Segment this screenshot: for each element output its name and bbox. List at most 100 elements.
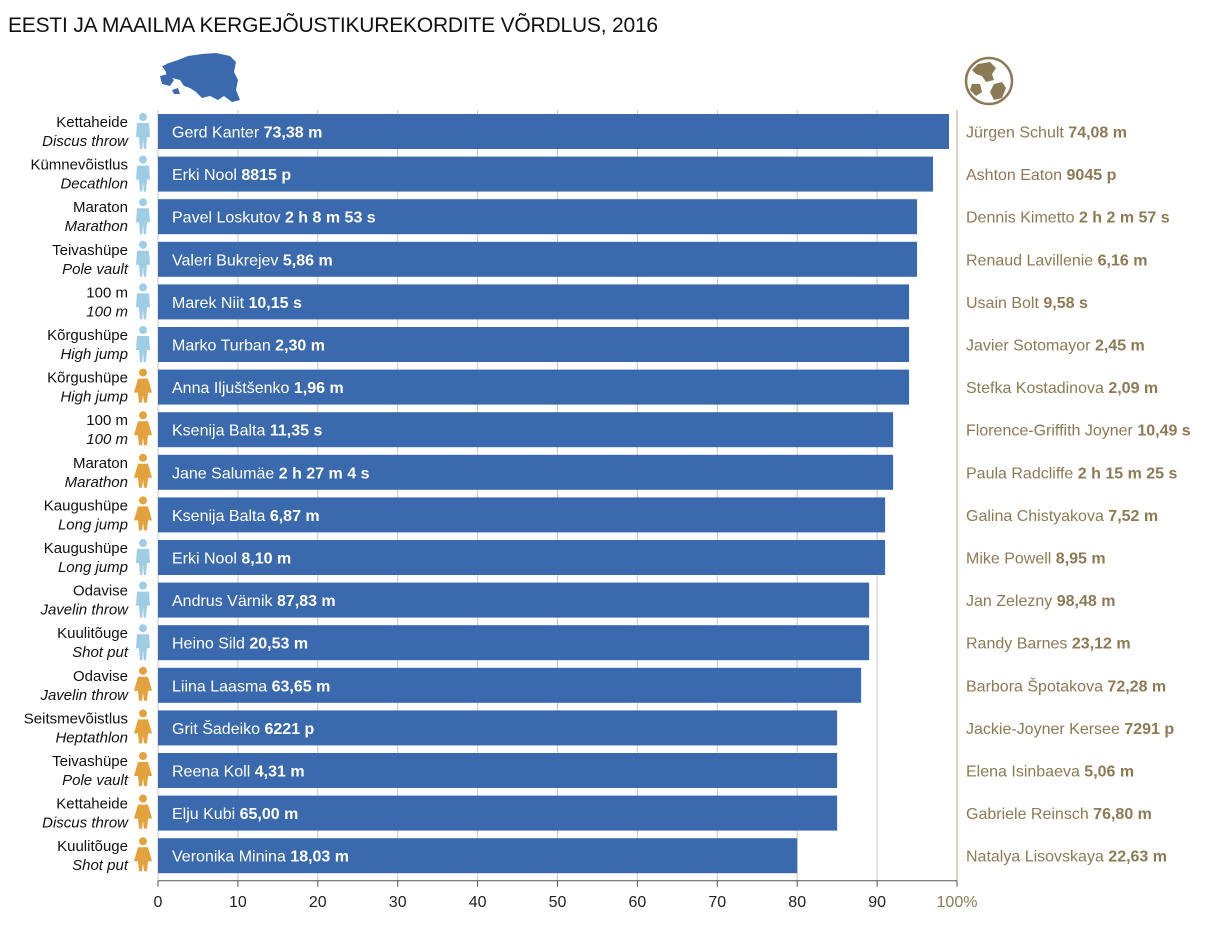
world-record-label: Dennis Kimetto 2 h 2 m 57 s [966,210,1170,227]
man-icon [136,624,150,661]
estonian-athlete-name: Gerd Kanter [172,125,260,142]
chart-title: EESTI JA MAAILMA KERGEJÕUSTIKUREKORDITE … [8,14,658,37]
world-record-label: Jackie-Joyner Kersee 7291 p [966,721,1174,738]
estonian-record: 2,30 m [271,338,325,355]
world-record-label: Jürgen Schult 74,08 m [966,125,1127,142]
estonian-athlete-name: Reena Koll [172,764,250,781]
x-tick-label: 60 [629,894,647,911]
world-record-label: Stefka Kostadinova 2,09 m [966,380,1158,397]
estonian-athlete-name: Marko Turban [172,338,271,355]
event-label-et: 100 m [86,284,128,301]
world-record: 8,95 m [1051,551,1105,568]
event-label-en: Decathlon [60,176,128,193]
bar-label: Veronika Minina 18,03 m [172,849,349,866]
x-tick-label: 90 [868,894,886,911]
estonian-record: 63,65 m [267,678,330,695]
estonian-athlete-name: Anna Iljuštšenko [172,380,290,397]
world-record: 2 h 15 m 25 s [1073,465,1177,482]
man-icon [136,283,150,320]
bar-label: Andrus Värnik 87,83 m [172,593,336,610]
event-label-en: 100 m [86,303,128,320]
man-icon [136,155,150,192]
event-label-en: Marathon [65,474,128,491]
event-label-et: Teivashüpe [52,242,128,259]
estonian-athlete-name: Elju Kubi [172,806,235,823]
event-label-et: Kuulitõuge [57,838,128,855]
event-label-en: High jump [60,346,128,363]
woman-icon [134,411,152,446]
estonian-record: 18,03 m [286,849,349,866]
estonian-record: 2 h 8 m 53 s [281,210,376,227]
world-record: 2 h 2 m 57 s [1075,210,1170,227]
event-label-en: Javelin throw [39,687,129,704]
bar [158,667,862,703]
estonian-record: 6221 p [260,721,314,738]
world-record-label: Ashton Eaton 9045 p [966,167,1117,184]
estonian-record: 5,86 m [278,252,332,269]
woman-icon [134,709,152,744]
bar-label: Jane Salumäe 2 h 27 m 4 s [172,465,370,482]
world-athlete-name: Randy Barnes [966,636,1067,653]
world-record-label: Randy Barnes 23,12 m [966,636,1131,653]
man-icon [136,113,150,149]
man-icon [136,539,150,575]
event-label-et: Kõrgushüpe [47,327,128,344]
world-record-label: Elena Isinbaeva 5,06 m [966,764,1134,781]
world-record-label: Natalya Lisovskaya 22,63 m [966,849,1167,866]
estonian-athlete-name: Erki Nool [172,551,237,568]
estonian-athlete-name: Heino Sild [172,636,245,653]
bar-label: Ksenija Balta 11,35 s [172,423,322,440]
bar [158,454,894,490]
event-label-en: Pole vault [62,772,129,789]
world-record: 76,80 m [1089,806,1152,823]
world-record: 2,45 m [1091,338,1145,355]
event-label-et: Maraton [73,199,128,216]
world-athlete-name: Renaud Lavillenie [966,252,1093,269]
bar-label: Marek Niit 10,15 s [172,295,302,312]
bar-label: Ksenija Balta 6,87 m [172,508,320,525]
event-label-en: Marathon [65,218,128,235]
world-record: 22,63 m [1104,849,1167,866]
world-record: 5,06 m [1080,764,1134,781]
estonian-record: 6,87 m [265,508,319,525]
bar [158,284,910,320]
world-athlete-name: Ashton Eaton [966,167,1062,184]
estonian-athlete-name: Ksenija Balta [172,508,265,525]
world-athlete-name: Elena Isinbaeva [966,764,1080,781]
estonian-athlete-name: Liina Laasma [172,678,267,695]
estonian-record: 20,53 m [245,636,308,653]
world-record: 10,49 s [1133,423,1191,440]
estonian-athlete-name: Pavel Loskutov [172,210,281,227]
x-tick-label: 40 [469,894,487,911]
bar-label: Erki Nool 8815 p [172,167,291,184]
world-record: 6,16 m [1093,252,1147,269]
event-label-en: Pole vault [62,261,129,278]
world-record: 9045 p [1062,167,1116,184]
globe-icon [964,56,1014,106]
bar [158,327,910,362]
estonian-athlete-name: Grit Šadeiko [172,719,260,738]
estonian-record: 65,00 m [235,806,298,823]
event-label-en: High jump [60,389,128,406]
world-record-label: Mike Powell 8,95 m [966,551,1106,568]
estonian-athlete-name: Ksenija Balta [172,423,265,440]
event-label-et: Kõrgushüpe [47,370,128,387]
bar-label: Heino Sild 20,53 m [172,636,308,653]
bar-label: Valeri Bukrejev 5,86 m [172,252,333,269]
estonian-athlete-name: Valeri Bukrejev [172,252,278,269]
bar [158,412,894,448]
estonian-athlete-name: Jane Salumäe [172,465,274,482]
event-label-et: Kuulitõuge [57,625,128,642]
world-athlete-name: Gabriele Reinsch [966,806,1089,823]
woman-icon [134,453,152,488]
bar-label: Marko Turban 2,30 m [172,338,325,355]
bar [158,582,870,618]
man-icon [136,326,150,362]
estonian-athlete-name: Veronika Minina [172,849,286,866]
woman-icon [134,794,152,829]
world-record-label: Gabriele Reinsch 76,80 m [966,806,1152,823]
event-label-et: Kaugushüpe [44,497,128,514]
estonian-record: 10,15 s [244,295,302,312]
bar-label: Reena Koll 4,31 m [172,764,305,781]
